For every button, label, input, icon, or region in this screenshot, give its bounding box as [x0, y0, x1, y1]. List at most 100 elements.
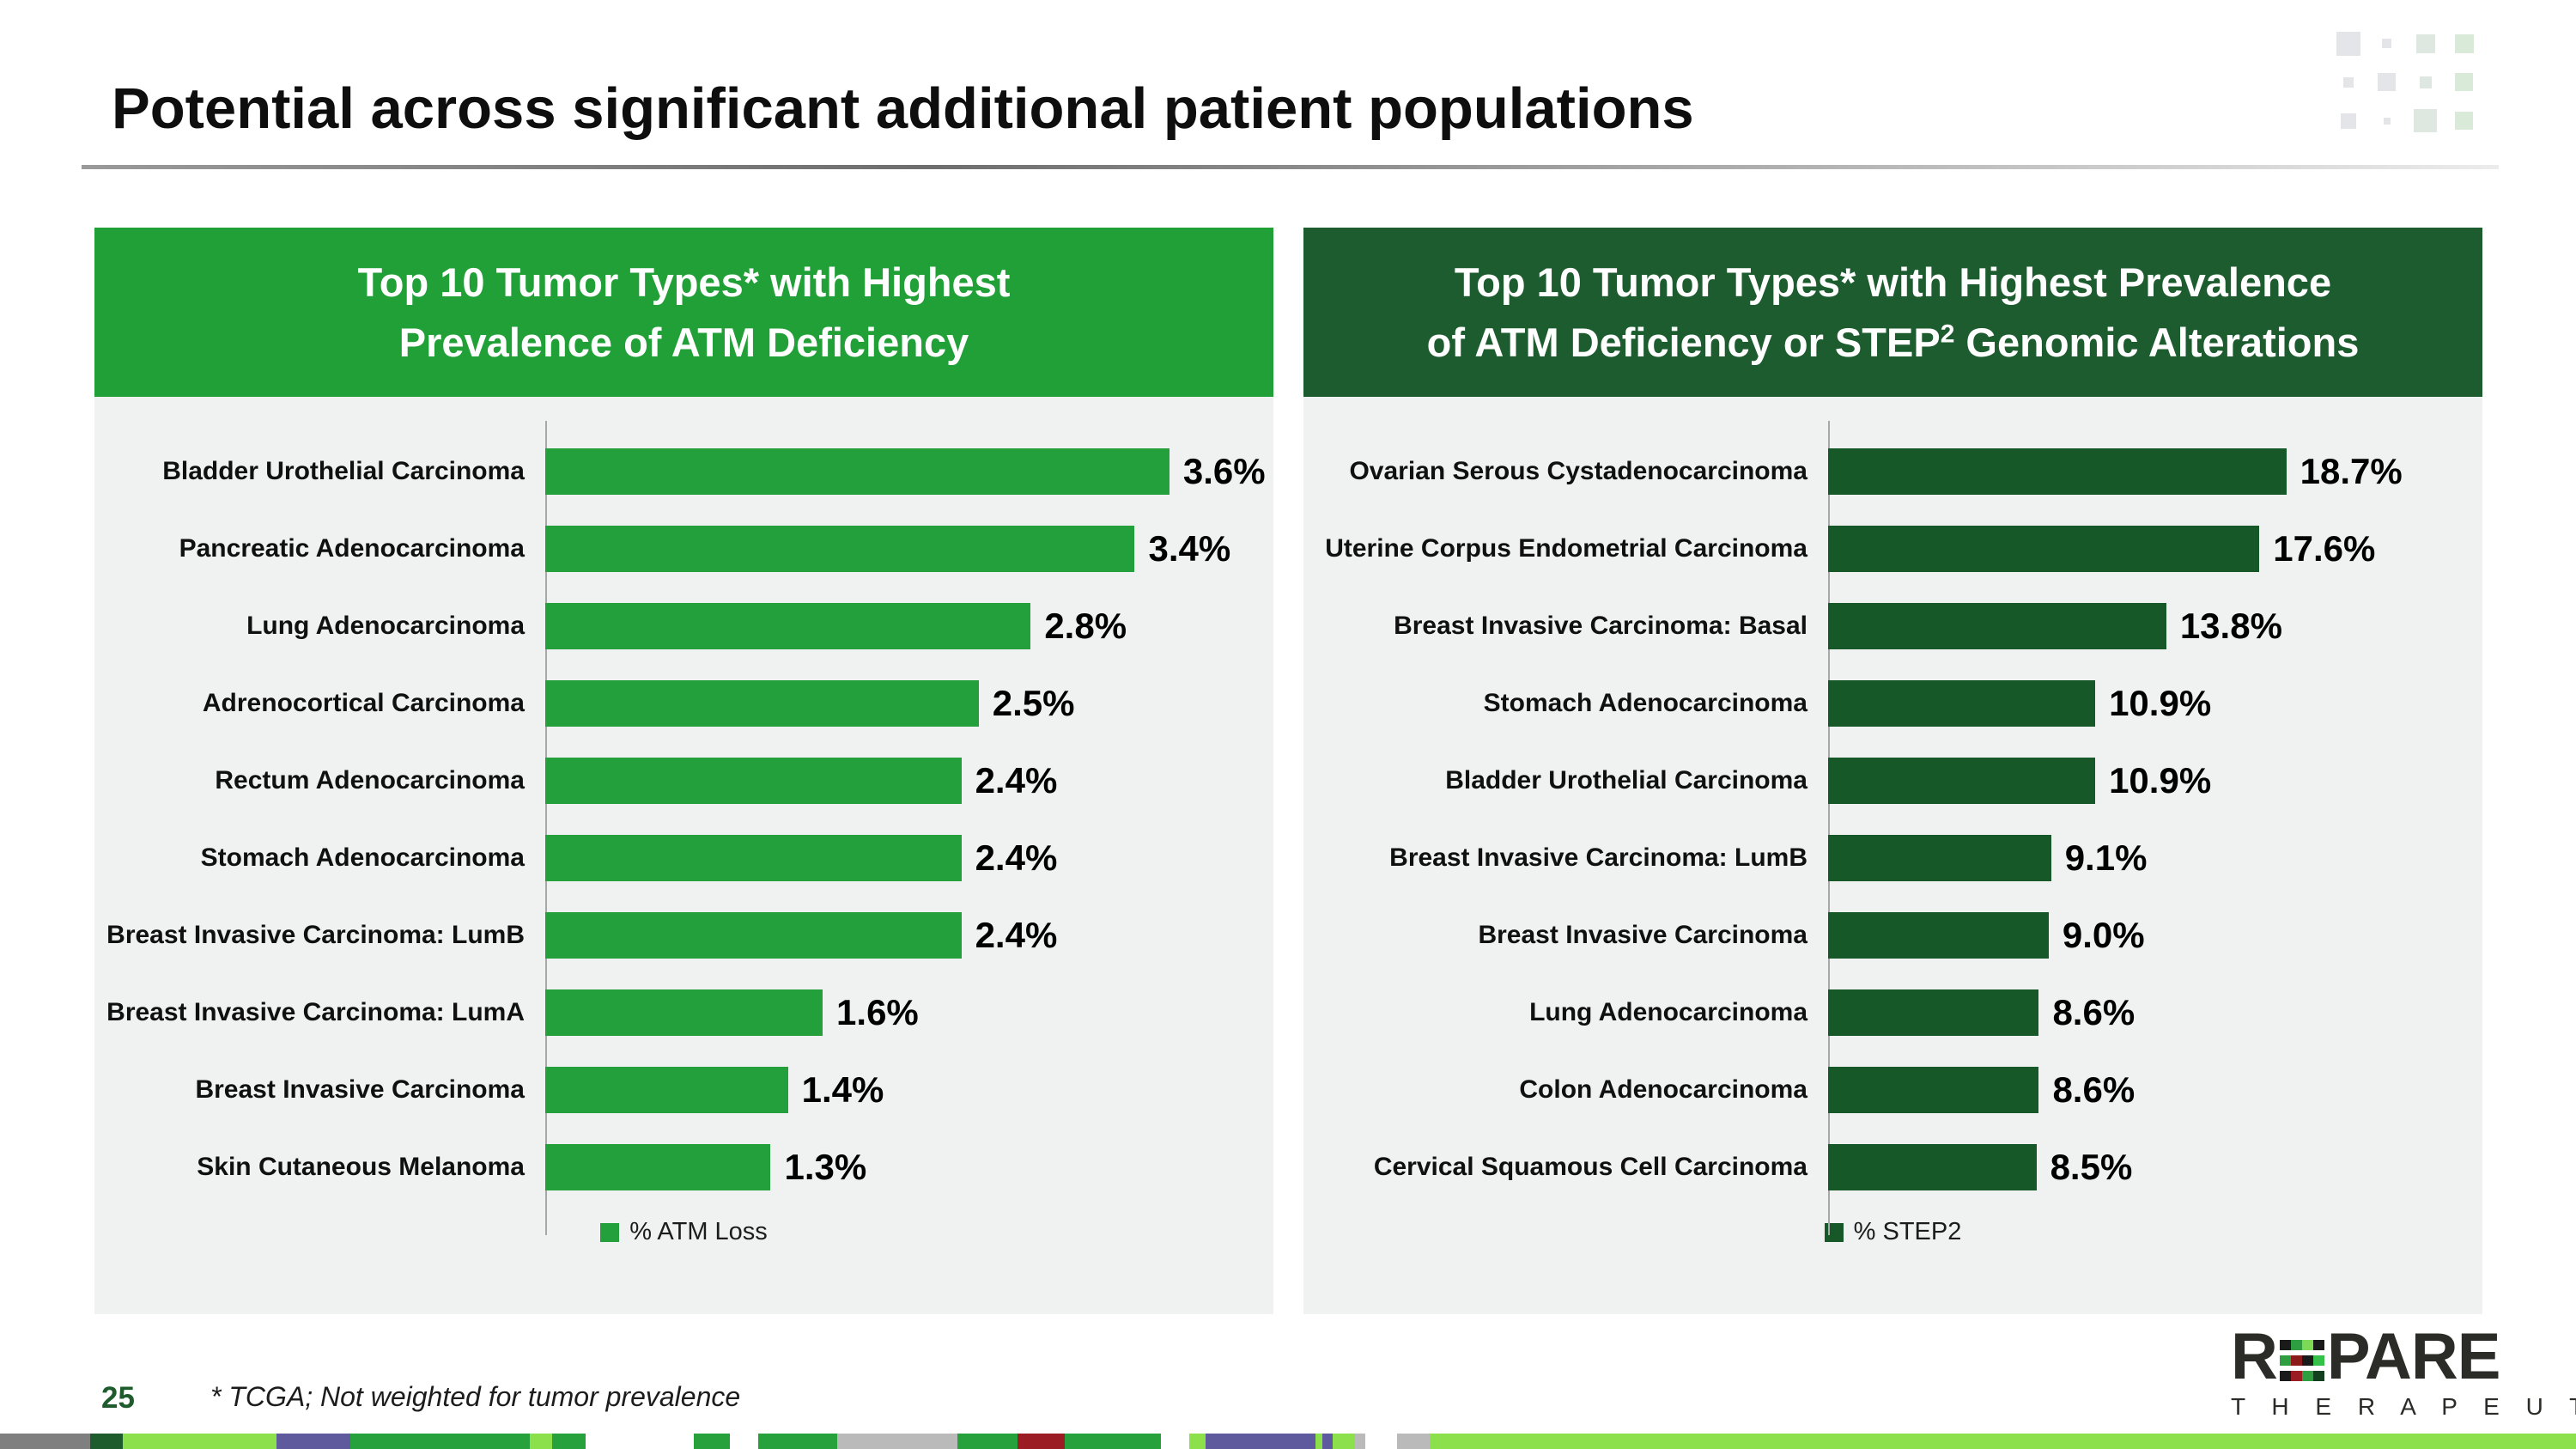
- category-label: Breast Invasive Carcinoma: LumB: [1389, 843, 1807, 872]
- strip-segment: [957, 1434, 1018, 1449]
- category-label: Cervical Squamous Cell Carcinoma: [1373, 1153, 1807, 1181]
- value-label: 8.6%: [2052, 1069, 2136, 1110]
- chart-title-right: Top 10 Tumor Types* with Highest Prevale…: [1303, 228, 2482, 397]
- value-label: 2.4%: [975, 760, 1058, 801]
- bar-track: 1.6%: [545, 989, 1273, 1036]
- value-label: 2.4%: [975, 915, 1058, 955]
- bar-track: 8.5%: [1828, 1144, 2482, 1190]
- category-label: Colon Adenocarcinoma: [1519, 1075, 1807, 1104]
- value-label: 8.5%: [2050, 1147, 2133, 1187]
- bar-row: Lung Adenocarcinoma 8.6%: [1303, 974, 2482, 1051]
- bar: [1828, 448, 2287, 495]
- strip-segment: [123, 1434, 277, 1449]
- strip-segment: [1315, 1434, 1322, 1449]
- footnote: * TCGA; Not weighted for tumor prevalenc…: [210, 1381, 741, 1412]
- category-label: Skin Cutaneous Melanoma: [197, 1153, 525, 1181]
- legend-label: % STEP2: [1853, 1218, 1962, 1245]
- strip-segment: [89, 1434, 124, 1449]
- value-label: 3.4%: [1148, 528, 1231, 569]
- value-label: 9.1%: [2064, 837, 2148, 878]
- bar: [1828, 526, 2260, 572]
- legend-right: % STEP2: [1303, 1218, 2482, 1246]
- strip-segment: [1321, 1434, 1333, 1449]
- bar: [545, 526, 1135, 572]
- value-label: 18.7%: [2300, 451, 2403, 491]
- decor-square-cell: [2329, 63, 2367, 101]
- chart-plot-area-left: Bladder Urothelial Carcinoma 3.6% Pancreat…: [94, 397, 1273, 1314]
- bar-track: 2.4%: [545, 912, 1273, 959]
- logo-mosaic-tile: [2279, 1340, 2291, 1350]
- bar-row: Breast Invasive Carcinoma: LumB 2.4%: [94, 897, 1273, 974]
- strip-segment: [837, 1434, 958, 1449]
- y-axis-line: [545, 421, 547, 1235]
- logo-mosaic-tile: [2290, 1355, 2302, 1366]
- decor-square-cell: [2445, 63, 2483, 101]
- y-axis-line: [1828, 421, 1830, 1235]
- logo-mosaic-tile: [2301, 1355, 2313, 1366]
- legend-swatch-icon: [600, 1222, 620, 1242]
- strip-segment: [276, 1434, 351, 1449]
- strip-segment: [530, 1434, 553, 1449]
- bar: [545, 1067, 788, 1113]
- value-label: 17.6%: [2273, 528, 2376, 569]
- decor-square-cell: [2367, 63, 2406, 101]
- bar-row: Rectum Adenocarcinoma 2.4%: [94, 742, 1273, 819]
- logo-mosaic-tile: [2290, 1371, 2302, 1381]
- value-label: 10.9%: [2109, 760, 2212, 801]
- decor-square-cell: [2406, 63, 2445, 101]
- decor-square-cell: [2406, 24, 2445, 63]
- value-label: 2.5%: [992, 683, 1075, 723]
- superscript: 2: [1940, 319, 1955, 348]
- bar-track: 3.4%: [545, 526, 1273, 572]
- bar-row: Uterine Corpus Endometrial Carcinoma 17.6…: [1303, 510, 2482, 588]
- bar-track: 10.9%: [1828, 680, 2482, 727]
- category-label: Stomach Adenocarcinoma: [200, 843, 525, 872]
- decor-square-cell: [2445, 101, 2483, 140]
- bar-row: Breast Invasive Carcinoma: LumA 1.6%: [94, 974, 1273, 1051]
- decor-square: [2342, 76, 2354, 88]
- bar: [1828, 603, 2166, 649]
- chart-title-line: Top 10 Tumor Types* with Highest: [357, 259, 1011, 305]
- chart-title-line: Top 10 Tumor Types* with Highest Prevale…: [1454, 259, 2332, 305]
- category-label: Lung Adenocarcinoma: [1529, 998, 1807, 1026]
- decor-square: [2378, 73, 2396, 91]
- logo-mosaic-tile: [2312, 1371, 2324, 1381]
- category-label: Breast Invasive Carcinoma: LumA: [106, 998, 525, 1026]
- bar-track: 2.4%: [545, 758, 1273, 804]
- category-label: Breast Invasive Carcinoma: Basal: [1394, 612, 1807, 640]
- bar: [545, 1144, 771, 1190]
- bar-rows-right: Ovarian Serous Cystadenocarcinoma 18.7% Ut…: [1303, 433, 2482, 1206]
- bar: [545, 448, 1170, 495]
- bar-row: Lung Adenocarcinoma 2.8%: [94, 588, 1273, 665]
- strip-segment: [730, 1434, 759, 1449]
- strip-segment: [1354, 1434, 1365, 1449]
- strip-segment: [586, 1434, 695, 1449]
- chart-title-left: Top 10 Tumor Types* with Highest Prevalen…: [94, 228, 1273, 397]
- decor-square-cell: [2445, 24, 2483, 63]
- decor-square: [2336, 31, 2360, 56]
- bar-row: Bladder Urothelial Carcinoma 3.6%: [94, 433, 1273, 510]
- strip-segment: [758, 1434, 838, 1449]
- category-label: Breast Invasive Carcinoma: [1478, 921, 1807, 949]
- repare-logo: R PARE T H E R A P E U T I C S: [2231, 1324, 2576, 1421]
- bar-track: 1.3%: [545, 1144, 1273, 1190]
- value-label: 2.4%: [975, 837, 1058, 878]
- decor-square: [2455, 112, 2473, 130]
- chart-plot-area-right: Ovarian Serous Cystadenocarcinoma 18.7% Ut…: [1303, 397, 2482, 1314]
- chart-panel-atm-deficiency: Top 10 Tumor Types* with Highest Prevalen…: [94, 228, 1273, 1314]
- bar-row: Adrenocortical Carcinoma 2.5%: [94, 665, 1273, 742]
- strip-segment: [1160, 1434, 1189, 1449]
- bar: [1828, 1144, 2037, 1190]
- bar-row: Breast Invasive Carcinoma: LumB 9.1%: [1303, 819, 2482, 897]
- decor-square: [2455, 73, 2473, 91]
- legend-left: % ATM Loss: [94, 1218, 1273, 1246]
- bar: [1828, 835, 2051, 881]
- bar: [1828, 989, 2039, 1036]
- logo-mosaic-tile: [2312, 1355, 2324, 1366]
- category-label: Lung Adenocarcinoma: [246, 612, 525, 640]
- bar: [545, 912, 962, 959]
- logo-mosaic-tile: [2279, 1355, 2291, 1366]
- bar-row: Breast Invasive Carcinoma 1.4%: [94, 1051, 1273, 1129]
- bar-track: 2.4%: [545, 835, 1273, 881]
- bar: [1828, 912, 2049, 959]
